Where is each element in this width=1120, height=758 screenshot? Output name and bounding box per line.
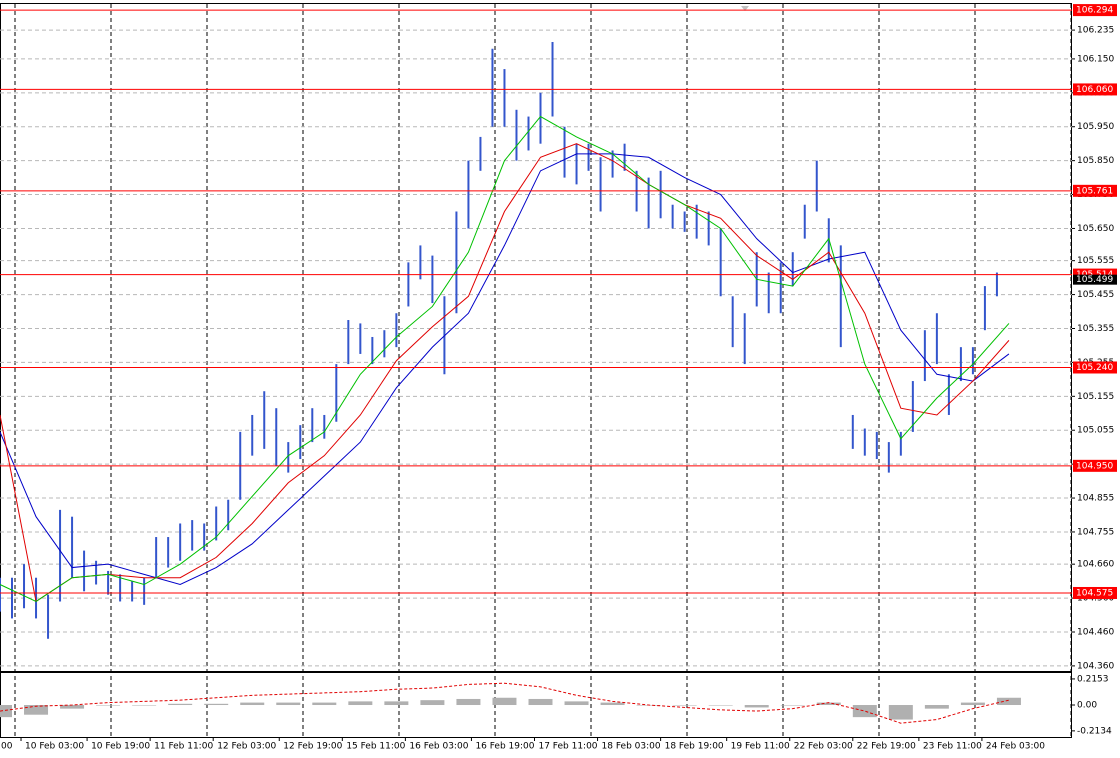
y-tick-label: 105.650	[1077, 224, 1114, 234]
x-tick-label: 22 Feb 19:00	[857, 742, 916, 752]
price-tag	[1073, 274, 1117, 285]
histogram-bar	[996, 697, 1021, 706]
moving-average	[0, 143, 1010, 603]
y-tick-label: 105.055	[1077, 426, 1114, 436]
y-tick-label: 104.360	[1077, 661, 1114, 671]
moving-average	[0, 153, 1010, 586]
x-tick-label: 24 Feb 03:00	[986, 742, 1045, 752]
x-tick-label: 18 Feb 03:00	[602, 742, 661, 752]
x-tick-label: 18 Feb 19:00	[665, 742, 724, 752]
y-tick-label: 104.460	[1077, 627, 1114, 637]
histogram-bar	[276, 702, 301, 706]
histogram-bar	[24, 705, 49, 715]
level-label: 106.294	[1076, 6, 1113, 16]
histogram-bar	[672, 705, 697, 706]
x-tick-label: 10 Feb 03:00	[25, 742, 84, 752]
x-tick-label: 17 Feb 11:00	[538, 742, 597, 752]
histogram-bar	[0, 705, 12, 718]
level-tag	[1073, 586, 1117, 599]
level-label: 105.761	[1076, 186, 1113, 196]
y-tick-label: 105.155	[1077, 392, 1114, 402]
histogram-bar	[960, 702, 985, 706]
histogram-bar	[744, 705, 769, 708]
level-tag	[1073, 4, 1117, 17]
histogram-bar	[528, 698, 553, 706]
x-tick-label: :00	[0, 742, 13, 752]
histogram-bar	[564, 701, 589, 706]
y-tick-label: 106.150	[1077, 54, 1114, 64]
histogram-bar	[132, 705, 157, 706]
histogram-bar	[420, 700, 445, 706]
x-tick-label: 12 Feb 19:00	[283, 742, 342, 752]
x-tick-label: 22 Feb 03:00	[794, 742, 853, 752]
histogram-bar	[204, 703, 229, 706]
signal-line	[0, 682, 1010, 724]
y-tick-label: 104.855	[1077, 494, 1114, 504]
histogram-bar	[312, 702, 337, 706]
histogram-bar	[456, 698, 481, 706]
histogram-bar	[348, 701, 373, 706]
histogram-bar	[96, 705, 121, 706]
y-tick-label: 105.555	[1077, 256, 1114, 266]
histogram-bar	[780, 705, 805, 706]
level-label: 104.575	[1076, 588, 1113, 598]
histogram-bar	[60, 705, 85, 709]
main-panel-frame	[0, 3, 1072, 672]
shift-marker	[741, 6, 749, 11]
y-tick-label: 105.355	[1077, 324, 1114, 334]
moving-average	[0, 115, 1010, 603]
x-tick-label: 23 Feb 11:00	[923, 742, 982, 752]
histogram-bar	[816, 702, 841, 706]
y-tick-label: 105.950	[1077, 122, 1114, 132]
level-tag	[1073, 361, 1117, 374]
y-tick-label: 105.455	[1077, 290, 1114, 300]
level-label: 104.950	[1076, 461, 1113, 471]
histogram-bar	[708, 705, 733, 706]
histogram-bar	[168, 703, 193, 706]
y-tick-label: 0.00	[1077, 701, 1097, 711]
y-tick-label: 104.755	[1077, 527, 1114, 537]
histogram-bar	[600, 702, 625, 706]
y-tick-label: 104.660	[1077, 560, 1114, 570]
x-tick-label: 10 Feb 19:00	[91, 742, 150, 752]
current-price-label: 105.499	[1076, 275, 1113, 285]
y-tick-label: -0.2134	[1077, 726, 1112, 736]
histogram-bar	[384, 701, 409, 706]
level-label: 105.240	[1076, 363, 1113, 373]
y-tick-label: 105.850	[1077, 156, 1114, 166]
x-tick-label: 16 Feb 03:00	[409, 742, 468, 752]
histogram-bar	[888, 705, 913, 720]
histogram-bar	[492, 697, 517, 706]
histogram-bar	[240, 702, 265, 706]
x-tick-label: 16 Feb 19:00	[475, 742, 534, 752]
x-tick-label: 11 Feb 11:00	[154, 742, 213, 752]
level-tag	[1073, 459, 1117, 472]
histogram-bar	[924, 705, 949, 709]
level-tag	[1073, 83, 1117, 96]
x-tick-label: 15 Feb 11:00	[346, 742, 405, 752]
level-tag	[1073, 184, 1117, 197]
x-tick-label: 12 Feb 03:00	[217, 742, 276, 752]
histogram-bar	[852, 705, 877, 718]
x-tick-label: 19 Feb 11:00	[731, 742, 790, 752]
y-tick-label: 0.2153	[1077, 674, 1109, 684]
y-tick-label: 106.235	[1077, 26, 1114, 36]
level-label: 106.060	[1076, 85, 1113, 95]
